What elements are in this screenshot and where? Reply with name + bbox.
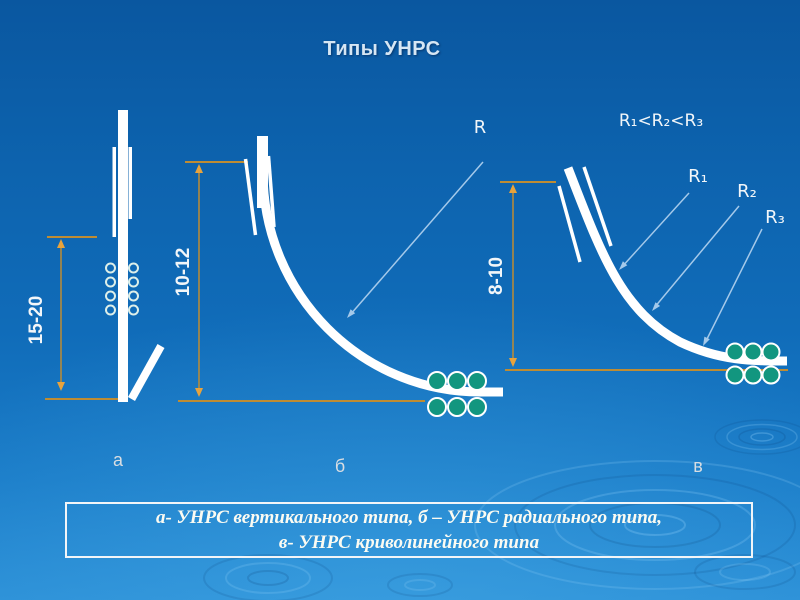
radius-label-b: R <box>473 117 487 138</box>
mold-wall-right-v <box>582 166 613 247</box>
roller-rings-a <box>105 262 139 316</box>
mold-wall-left-a <box>112 147 116 237</box>
diagram-label-v: в <box>693 456 703 476</box>
strand-curve-b <box>258 171 503 397</box>
caption-line-2: в- УНРС криволинейного типа <box>278 532 540 553</box>
diagram-b <box>178 136 503 417</box>
radius-label-r3: R₃ <box>765 207 785 228</box>
dimension-arrow-down-b <box>195 388 203 397</box>
radius-leader-arrowhead-r2 <box>652 302 661 311</box>
mold-wall-left-b <box>243 158 258 236</box>
mold-wall-left-v <box>557 185 582 263</box>
diagram-v <box>500 166 788 385</box>
strand-vertical-a <box>118 110 128 402</box>
dimension-label-a: 15-20 <box>26 295 47 345</box>
radius-leader-r1 <box>620 192 690 269</box>
radius-leader-b <box>349 161 484 316</box>
dimension-arrow-down-a <box>57 382 65 391</box>
caption-box: а- УНРС вертикального типа, б – УНРС рад… <box>65 502 753 558</box>
dimension-arrow-down-v <box>509 358 517 367</box>
caption-line-1: а- УНРС вертикального типа, б – УНРС рад… <box>155 507 663 528</box>
ripple-decoration-small <box>714 419 800 455</box>
diagram-label-b: б <box>334 456 346 476</box>
diagram-label-a: а <box>112 450 123 470</box>
radius-leader-arrowhead-r3 <box>703 336 710 346</box>
diagram-a <box>45 110 165 402</box>
radius-leader-r2 <box>653 205 740 309</box>
slide-title: Типы УНРС <box>323 38 441 60</box>
radius-label-r2: R₂ <box>737 181 757 202</box>
radius-relation-label: R₁<R₂<R₃ <box>618 111 704 131</box>
dimension-arrow-up-v <box>509 184 517 193</box>
radius-label-r1: R₁ <box>688 166 708 187</box>
radius-leader-r3 <box>704 228 763 344</box>
ripple-decoration-bottom <box>203 554 796 600</box>
mold-b <box>257 136 268 208</box>
pinch-rolls-v <box>725 342 781 385</box>
dimension-arrow-up-b <box>195 164 203 173</box>
bent-slab-a <box>128 344 165 401</box>
dimension-label-b: 10-12 <box>173 247 194 297</box>
radius-leader-arrowhead-b <box>347 309 356 318</box>
mold-wall-right-b <box>266 155 276 228</box>
radius-leader-arrowhead-r1 <box>619 261 628 270</box>
dimension-arrow-up-a <box>57 239 65 248</box>
mold-wall-right-a <box>128 147 132 219</box>
pinch-rolls-b <box>427 371 487 417</box>
dimension-label-v: 8-10 <box>486 256 507 296</box>
